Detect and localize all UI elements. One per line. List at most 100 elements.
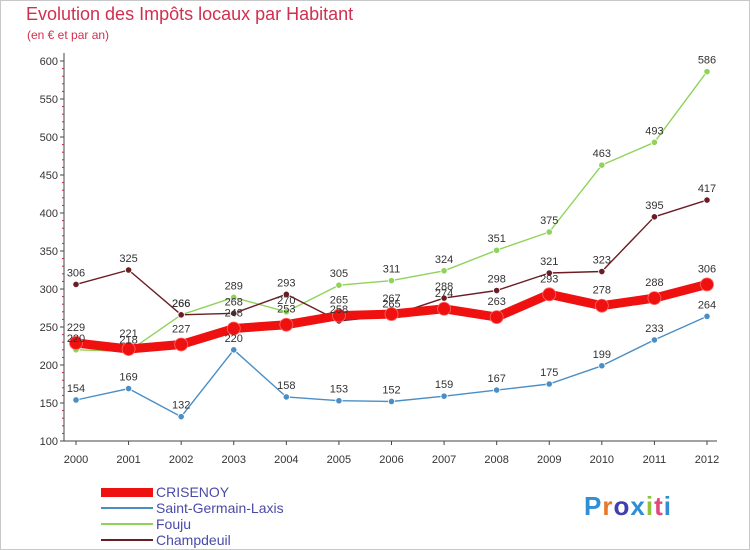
data-label-fouju: 375 bbox=[540, 215, 558, 227]
data-label-champdeuil: 417 bbox=[698, 183, 716, 195]
proxiti-logo: Proxiti bbox=[584, 491, 672, 522]
data-point-fouju bbox=[703, 68, 711, 76]
data-label-crisenoy: 265 bbox=[330, 295, 348, 307]
legend-swatch-fouju bbox=[101, 523, 153, 525]
data-label-saint-germain-laxis: 153 bbox=[330, 384, 348, 396]
data-point-saint-germain-laxis bbox=[598, 362, 606, 370]
y-tick-label: 350 bbox=[40, 246, 58, 258]
legend-item-saint-germain-laxis: Saint-Germain-Laxis bbox=[101, 500, 361, 516]
data-label-crisenoy: 306 bbox=[698, 263, 716, 275]
data-label-champdeuil: 323 bbox=[593, 255, 611, 267]
y-tick-label: 150 bbox=[40, 398, 58, 410]
data-label-crisenoy: 221 bbox=[119, 328, 137, 340]
data-point-champdeuil bbox=[230, 309, 238, 317]
y-tick-label: 500 bbox=[40, 132, 58, 144]
x-tick-label: 2010 bbox=[590, 454, 614, 466]
data-label-fouju: 218 bbox=[119, 334, 137, 346]
x-tick-label: 2007 bbox=[432, 454, 456, 466]
x-tick-label: 2001 bbox=[116, 454, 140, 466]
logo-letter: P bbox=[584, 491, 603, 521]
data-point-crisenoy bbox=[384, 307, 399, 321]
x-tick-label: 2002 bbox=[169, 454, 193, 466]
data-point-saint-germain-laxis bbox=[282, 393, 290, 401]
data-point-crisenoy bbox=[647, 291, 662, 306]
data-point-crisenoy bbox=[437, 301, 451, 316]
data-point-fouju bbox=[230, 293, 238, 301]
y-tick-label: 300 bbox=[40, 284, 58, 296]
data-label-saint-germain-laxis: 167 bbox=[487, 373, 505, 385]
data-label-saint-germain-laxis: 199 bbox=[593, 349, 611, 361]
data-label-saint-germain-laxis: 152 bbox=[382, 384, 400, 396]
data-label-saint-germain-laxis: 158 bbox=[277, 380, 295, 392]
data-point-fouju bbox=[440, 267, 448, 275]
logo-letter: r bbox=[602, 491, 614, 521]
data-point-crisenoy bbox=[332, 308, 346, 323]
data-label-champdeuil: 266 bbox=[172, 298, 190, 310]
data-label-champdeuil: 265 bbox=[382, 299, 400, 311]
data-label-champdeuil: 268 bbox=[225, 296, 243, 308]
data-point-champdeuil bbox=[545, 269, 553, 277]
data-label-crisenoy: 253 bbox=[277, 304, 295, 316]
data-label-saint-germain-laxis: 220 bbox=[225, 333, 243, 345]
legend-label-saint-germain-laxis: Saint-Germain-Laxis bbox=[156, 500, 284, 516]
data-label-fouju: 305 bbox=[330, 268, 348, 280]
data-label-crisenoy: 227 bbox=[172, 323, 190, 335]
data-label-crisenoy: 248 bbox=[225, 308, 243, 320]
y-tick-label: 550 bbox=[40, 94, 58, 106]
y-tick-label: 450 bbox=[40, 170, 58, 182]
data-point-saint-germain-laxis bbox=[387, 397, 396, 406]
logo-letter: i bbox=[663, 491, 672, 521]
data-point-crisenoy bbox=[174, 337, 189, 352]
data-label-champdeuil: 306 bbox=[67, 267, 85, 279]
data-label-saint-germain-laxis: 159 bbox=[435, 379, 453, 391]
data-point-champdeuil bbox=[177, 311, 185, 319]
data-label-champdeuil: 395 bbox=[645, 200, 663, 212]
data-label-crisenoy: 229 bbox=[67, 322, 85, 334]
data-point-crisenoy bbox=[542, 287, 557, 302]
x-tick-label: 2006 bbox=[379, 454, 403, 466]
data-point-champdeuil bbox=[598, 267, 606, 276]
data-label-crisenoy: 293 bbox=[540, 273, 558, 285]
data-label-crisenoy: 288 bbox=[645, 277, 663, 289]
data-point-crisenoy bbox=[594, 298, 609, 313]
data-label-fouju: 493 bbox=[645, 125, 663, 137]
data-label-crisenoy: 274 bbox=[435, 288, 453, 300]
data-point-saint-germain-laxis bbox=[650, 336, 659, 344]
data-label-fouju: 311 bbox=[383, 264, 401, 276]
logo-letter: t bbox=[654, 491, 664, 521]
data-point-crisenoy bbox=[226, 321, 241, 336]
data-label-saint-germain-laxis: 264 bbox=[698, 299, 716, 311]
legend-label-fouju: Fouju bbox=[156, 516, 192, 532]
y-tick-label: 600 bbox=[40, 56, 58, 68]
x-tick-label: 2005 bbox=[327, 454, 351, 466]
data-label-saint-germain-laxis: 132 bbox=[172, 400, 190, 412]
data-label-champdeuil: 325 bbox=[119, 253, 137, 265]
legend-swatch-crisenoy bbox=[101, 487, 153, 497]
logo-letter: x bbox=[630, 491, 646, 521]
data-point-fouju bbox=[650, 138, 659, 146]
data-point-saint-germain-laxis bbox=[124, 384, 133, 393]
legend-item-champdeuil: Champdeuil bbox=[101, 532, 361, 548]
data-label-fouju: 463 bbox=[593, 148, 611, 160]
y-tick-label: 400 bbox=[40, 208, 58, 220]
data-point-crisenoy bbox=[700, 277, 714, 292]
data-point-fouju bbox=[387, 277, 396, 285]
data-label-fouju: 220 bbox=[67, 333, 85, 345]
data-point-champdeuil bbox=[124, 266, 133, 274]
data-label-champdeuil: 288 bbox=[435, 281, 453, 293]
logo-letter: i bbox=[645, 491, 655, 521]
data-label-fouju: 324 bbox=[435, 254, 453, 266]
data-label-champdeuil: 298 bbox=[487, 274, 505, 286]
legend-item-crisenoy: CRISENOY bbox=[101, 484, 361, 500]
data-point-fouju bbox=[493, 246, 501, 254]
data-point-saint-germain-laxis bbox=[177, 413, 185, 421]
data-label-saint-germain-laxis: 169 bbox=[119, 372, 137, 384]
legend-swatch-champdeuil bbox=[101, 539, 153, 541]
x-tick-label: 2004 bbox=[274, 454, 298, 466]
data-point-champdeuil bbox=[650, 213, 659, 221]
data-point-fouju bbox=[598, 161, 606, 169]
x-tick-label: 2011 bbox=[643, 454, 667, 466]
data-label-champdeuil: 321 bbox=[540, 256, 558, 268]
